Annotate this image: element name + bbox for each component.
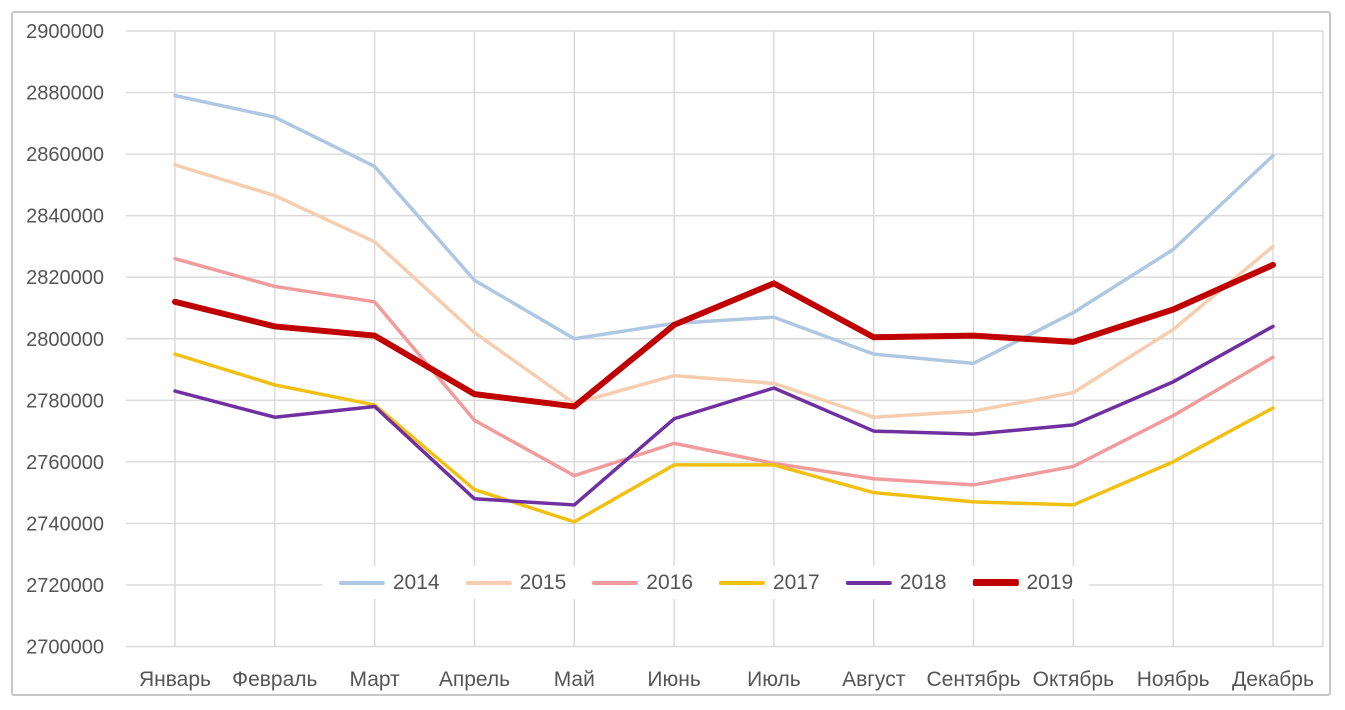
- x-axis-label: Сентябрь: [926, 668, 1020, 691]
- x-axis-label: Декабрь: [1232, 668, 1314, 691]
- y-axis-label: 2780000: [26, 390, 104, 412]
- y-axis-label: 2700000: [26, 637, 104, 659]
- legend-line-swatch: [592, 580, 639, 585]
- x-axis-label: Январь: [139, 668, 211, 691]
- legend: 2014 2015 2016 2017 2018 2019: [322, 566, 1090, 599]
- y-axis-label: 2900000: [26, 21, 104, 43]
- x-axis-label: Май: [554, 668, 595, 691]
- legend-line-swatch: [719, 580, 765, 585]
- legend-item-2014[interactable]: 2014: [338, 571, 440, 594]
- y-axis-label: 2760000: [26, 452, 104, 474]
- y-axis-label: 2860000: [26, 144, 104, 166]
- legend-item-2018[interactable]: 2018: [845, 571, 947, 594]
- y-axis-label: 2720000: [26, 575, 104, 597]
- legend-item-2016[interactable]: 2016: [592, 572, 693, 593]
- series-line-2016[interactable]: [173, 256, 1275, 487]
- legend-line-swatch: [972, 579, 1019, 586]
- x-axis-label: Август: [842, 668, 906, 691]
- series-line-2014[interactable]: [173, 93, 1275, 366]
- y-axis-label: 2820000: [26, 267, 104, 289]
- legend-label: 2017: [773, 571, 820, 594]
- gridlines: [126, 30, 1324, 648]
- x-axis-label: Февраль: [232, 668, 317, 691]
- x-axis-label: Апрель: [439, 668, 510, 691]
- legend-line-swatch: [338, 580, 385, 585]
- legend-label: 2016: [646, 571, 693, 594]
- x-axis-label: Июль: [747, 668, 801, 691]
- y-axis-label: 2880000: [26, 83, 104, 105]
- y-axis-label: 2740000: [26, 513, 104, 535]
- legend-label: 2018: [899, 571, 947, 594]
- legend-label: 2014: [392, 571, 440, 594]
- y-axis-label: 2840000: [26, 206, 104, 228]
- legend-item-2019[interactable]: 2019: [972, 572, 1073, 593]
- x-axis-label: Ноябрь: [1137, 668, 1210, 691]
- series-line-2017[interactable]: [173, 352, 1275, 524]
- legend-line-swatch: [845, 580, 892, 585]
- legend-label: 2015: [519, 571, 567, 594]
- legend-line-swatch: [465, 580, 512, 585]
- x-axis-label: Июнь: [647, 668, 700, 691]
- legend-item-2017[interactable]: 2017: [719, 572, 820, 593]
- y-axis-label: 2800000: [26, 329, 104, 351]
- x-axis-label: Март: [350, 668, 401, 691]
- series-line-2019[interactable]: [172, 261, 1276, 410]
- series-line-2018[interactable]: [173, 324, 1275, 507]
- legend-item-2015[interactable]: 2015: [465, 571, 567, 594]
- legend-label: 2019: [1026, 571, 1074, 594]
- series-line-2015[interactable]: [173, 163, 1275, 419]
- x-axis-label: Октябрь: [1033, 668, 1114, 691]
